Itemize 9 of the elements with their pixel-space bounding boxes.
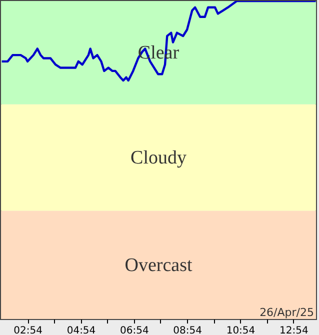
x-tick-label: 04:54 [66,326,96,335]
x-tick-label: 10:54 [226,326,256,335]
band-label: Overcast [124,254,193,276]
annotation: 26/Apr/25 [260,306,314,319]
x-tick-label: 06:54 [120,326,149,335]
x-tick-label: 08:54 [173,326,202,335]
band-label: Cloudy [130,148,187,169]
x-tick-label: 02:54 [14,326,42,335]
x-tick-label: 12:54 [279,326,308,335]
